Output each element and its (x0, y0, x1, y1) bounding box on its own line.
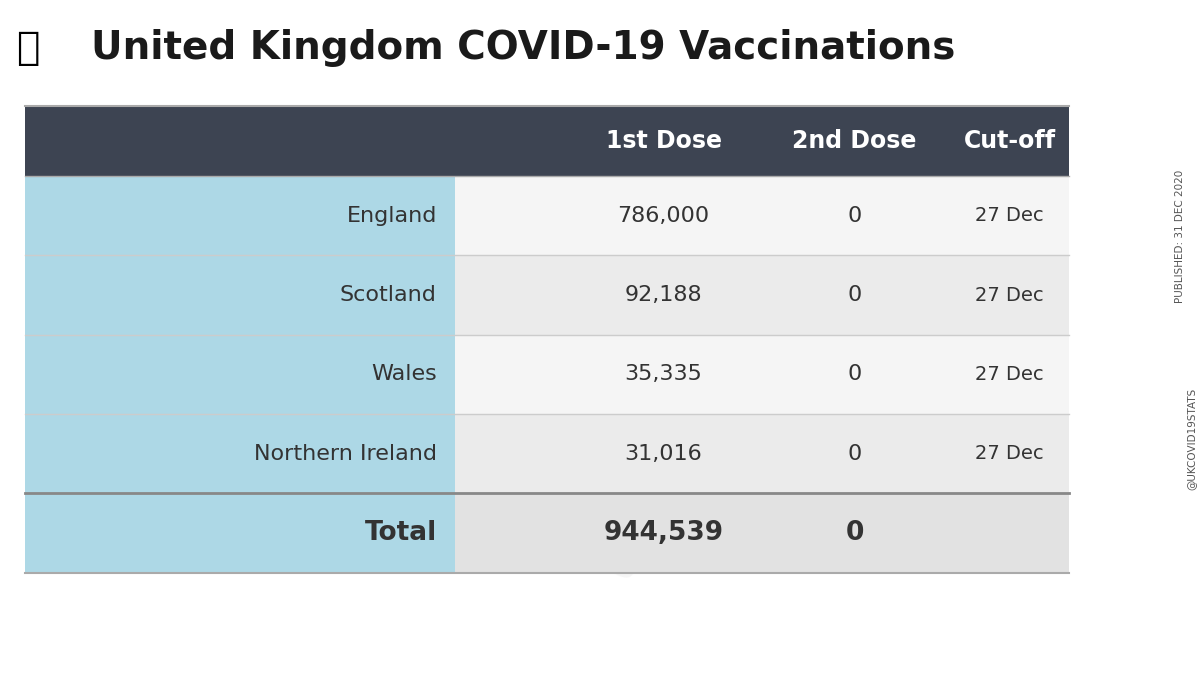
FancyBboxPatch shape (25, 176, 455, 256)
Text: Cut-off: Cut-off (964, 129, 1056, 153)
Text: 944,539: 944,539 (604, 520, 724, 546)
Text: 27 Dec: 27 Dec (976, 444, 1044, 463)
FancyBboxPatch shape (25, 105, 1069, 176)
Text: Northern Ireland: Northern Ireland (254, 443, 437, 464)
Text: 19: 19 (818, 234, 902, 306)
FancyBboxPatch shape (25, 414, 455, 493)
FancyBboxPatch shape (25, 335, 455, 414)
Text: Total: Total (365, 520, 437, 546)
Text: PUBLISHED: 31 DEC 2020: PUBLISHED: 31 DEC 2020 (1175, 169, 1184, 303)
Text: 0: 0 (845, 520, 864, 546)
Text: England: England (347, 206, 437, 226)
Text: 27 Dec: 27 Dec (976, 207, 1044, 225)
Text: Covid: Covid (696, 383, 858, 493)
Text: 27 Dec: 27 Dec (976, 365, 1044, 384)
Text: Covid: Covid (576, 122, 739, 231)
Text: 0: 0 (847, 206, 862, 226)
Text: @UKCOVID19STATS: @UKCOVID19STATS (1187, 387, 1196, 490)
Text: 19Stats: 19Stats (430, 458, 647, 593)
FancyBboxPatch shape (455, 256, 1069, 335)
FancyBboxPatch shape (455, 414, 1069, 493)
FancyBboxPatch shape (455, 335, 1069, 414)
Text: 31,016: 31,016 (625, 443, 702, 464)
Text: 27 Dec: 27 Dec (976, 286, 1044, 304)
Text: 💉: 💉 (16, 30, 40, 68)
Text: United Kingdom COVID-19 Vaccinations: United Kingdom COVID-19 Vaccinations (91, 30, 955, 68)
Text: 0: 0 (847, 364, 862, 385)
Text: 92,188: 92,188 (625, 285, 702, 305)
Text: 2nd Dose: 2nd Dose (792, 129, 917, 153)
Text: Wales: Wales (371, 364, 437, 385)
Text: 35,335: 35,335 (625, 364, 702, 385)
Text: 0: 0 (847, 443, 862, 464)
Text: 786,000: 786,000 (618, 206, 709, 226)
FancyBboxPatch shape (25, 493, 455, 573)
FancyBboxPatch shape (455, 493, 1069, 573)
Text: Scotland: Scotland (340, 285, 437, 305)
Text: 0: 0 (847, 285, 862, 305)
FancyBboxPatch shape (25, 256, 455, 335)
FancyBboxPatch shape (455, 176, 1069, 256)
Text: 1st Dose: 1st Dose (606, 129, 721, 153)
Text: Stats: Stats (521, 285, 674, 390)
